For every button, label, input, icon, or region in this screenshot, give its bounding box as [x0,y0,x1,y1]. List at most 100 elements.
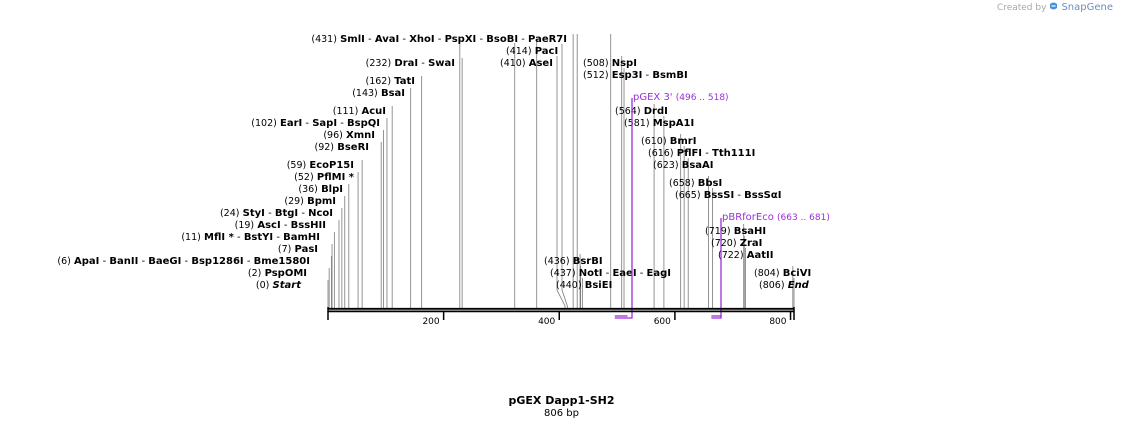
site-position: (414) [506,46,532,57]
right-site-label: (564) DrdI [615,106,668,117]
left-site-label: (232) DraI - SwaI [366,58,455,69]
enzyme-name: NcoI [308,208,333,219]
enzyme-name: EagI [647,268,671,279]
cut-site-leader [556,56,566,309]
separator: - [244,256,254,267]
separator: - [602,268,612,279]
enzyme-name: PflFI [677,148,702,159]
site-position: (581) [624,118,650,129]
snapgene-logo-icon [1050,2,1058,10]
enzyme-name: BsmBI [652,70,687,81]
site-position: (436) [544,256,570,267]
left-site-label: (2) PspOMI [248,268,307,279]
site-position: (52) [294,172,314,183]
enzyme-name: End [788,280,810,291]
primer-range: (663 .. 681) [777,213,830,223]
enzyme-name: ZraI [740,238,763,249]
enzyme-name: BsaHI [734,226,766,237]
enzyme-name: Bsp1286I [191,256,243,267]
site-position: (2) [248,268,261,279]
left-site-label: (143) BsaI [352,88,405,99]
left-site-label: (111) AcuI [333,106,386,117]
site-position: (722) [718,250,744,261]
primer-2[interactable]: pBRforEco (663 .. 681) [711,212,830,319]
site-position: (564) [615,106,641,117]
site-position: (610) [641,136,667,147]
left-site-label: (6) ApaI - BanII - BaeGI - Bsp1286I - Bm… [57,256,310,267]
site-position: (665) [675,190,701,201]
site-position: (623) [653,160,679,171]
right-site-label: (720) ZraI [711,238,762,249]
primer-label: pBRforEco (663 .. 681) [722,212,830,223]
cut-site-leader [561,44,568,309]
site-position: (508) [583,58,609,69]
separator: - [234,232,244,243]
enzyme-name: BspQI [347,118,380,129]
separator: - [418,58,428,69]
enzyme-name: AscI [257,220,280,231]
branding-name: SnapGene [1061,2,1113,13]
right-site-label: (512) Esp3I - BsmBI [583,70,688,81]
site-position: (616) [648,148,674,159]
right-site-label: (616) PflFI - Tth111I [648,148,755,159]
snapgene-branding: Created by SnapGene [997,2,1113,13]
left-site-label: (102) EarI - SapI - BspQI [251,118,380,129]
enzyme-name: BanII [109,256,138,267]
primer-name: pGEX 3' [633,92,673,103]
left-site-label: (29) BpmI [284,196,336,207]
enzyme-name: BseRI [337,142,369,153]
enzyme-name: EaeI [612,268,636,279]
primer-annotations: pGEX 3' (496 .. 518) pBRforEco (663 .. 68… [614,92,830,319]
enzyme-name: BsoBI [486,34,518,45]
enzyme-name: BbsI [698,178,722,189]
site-position: (29) [284,196,304,207]
primer-name: pBRforEco [722,212,774,223]
enzyme-name: BstYI [244,232,273,243]
site-position: (719) [705,226,731,237]
left-site-label: (7) PasI [278,244,318,255]
separator: - [337,118,347,129]
site-position: (440) [556,280,582,291]
right-site-label: (610) BmrI [641,136,696,147]
left-site-label: (162) TatI [365,76,415,87]
primer-range: (496 .. 518) [676,93,729,103]
enzyme-name: AatII [747,250,774,261]
ruler-tick-label: 600 [654,317,671,327]
sequence-name: pGEX Dapp1-SH2 [508,394,615,407]
right-site-label: (623) BsaAI [653,160,714,171]
enzyme-name: BlpI [321,184,343,195]
site-position: (410) [500,58,526,69]
site-position: (96) [323,130,343,141]
enzyme-name: BsiEI [585,280,613,291]
enzyme-name: EcoP15I [309,160,354,171]
enzyme-name: DrdI [644,106,668,117]
enzyme-name: AseI [529,58,553,69]
enzyme-name: BamHI [283,232,320,243]
enzyme-name: SmlI [340,34,365,45]
right-site-label: (410) AseI [500,58,553,69]
enzyme-name: StyI [243,208,265,219]
left-site-label: (19) AscI - BssHII [235,220,326,231]
separator: - [181,256,191,267]
site-position: (19) [235,220,255,231]
separator: - [298,208,308,219]
ruler-tick-label: 400 [538,317,555,327]
left-site-label: (52) PflMI * [294,172,355,183]
primer-1[interactable]: pGEX 3' (496 .. 518) [614,92,729,319]
site-position: (92) [315,142,335,153]
site-position: (720) [711,238,737,249]
enzyme-name: EarI [280,118,302,129]
separator: - [365,34,375,45]
site-position: (232) [366,58,392,69]
site-position: (102) [251,118,277,129]
right-site-label: (581) MspA1I [624,118,694,129]
separator: - [435,34,445,45]
right-site-label: (440) BsiEI [556,280,612,291]
enzyme-name: PaeR7I [528,34,567,45]
right-site-label: (804) BciVI [754,268,811,279]
enzyme-name: BssHII [291,220,326,231]
enzyme-name: PspXI [445,34,477,45]
left-site-label: (0) Start [256,280,302,291]
separator: - [476,34,486,45]
